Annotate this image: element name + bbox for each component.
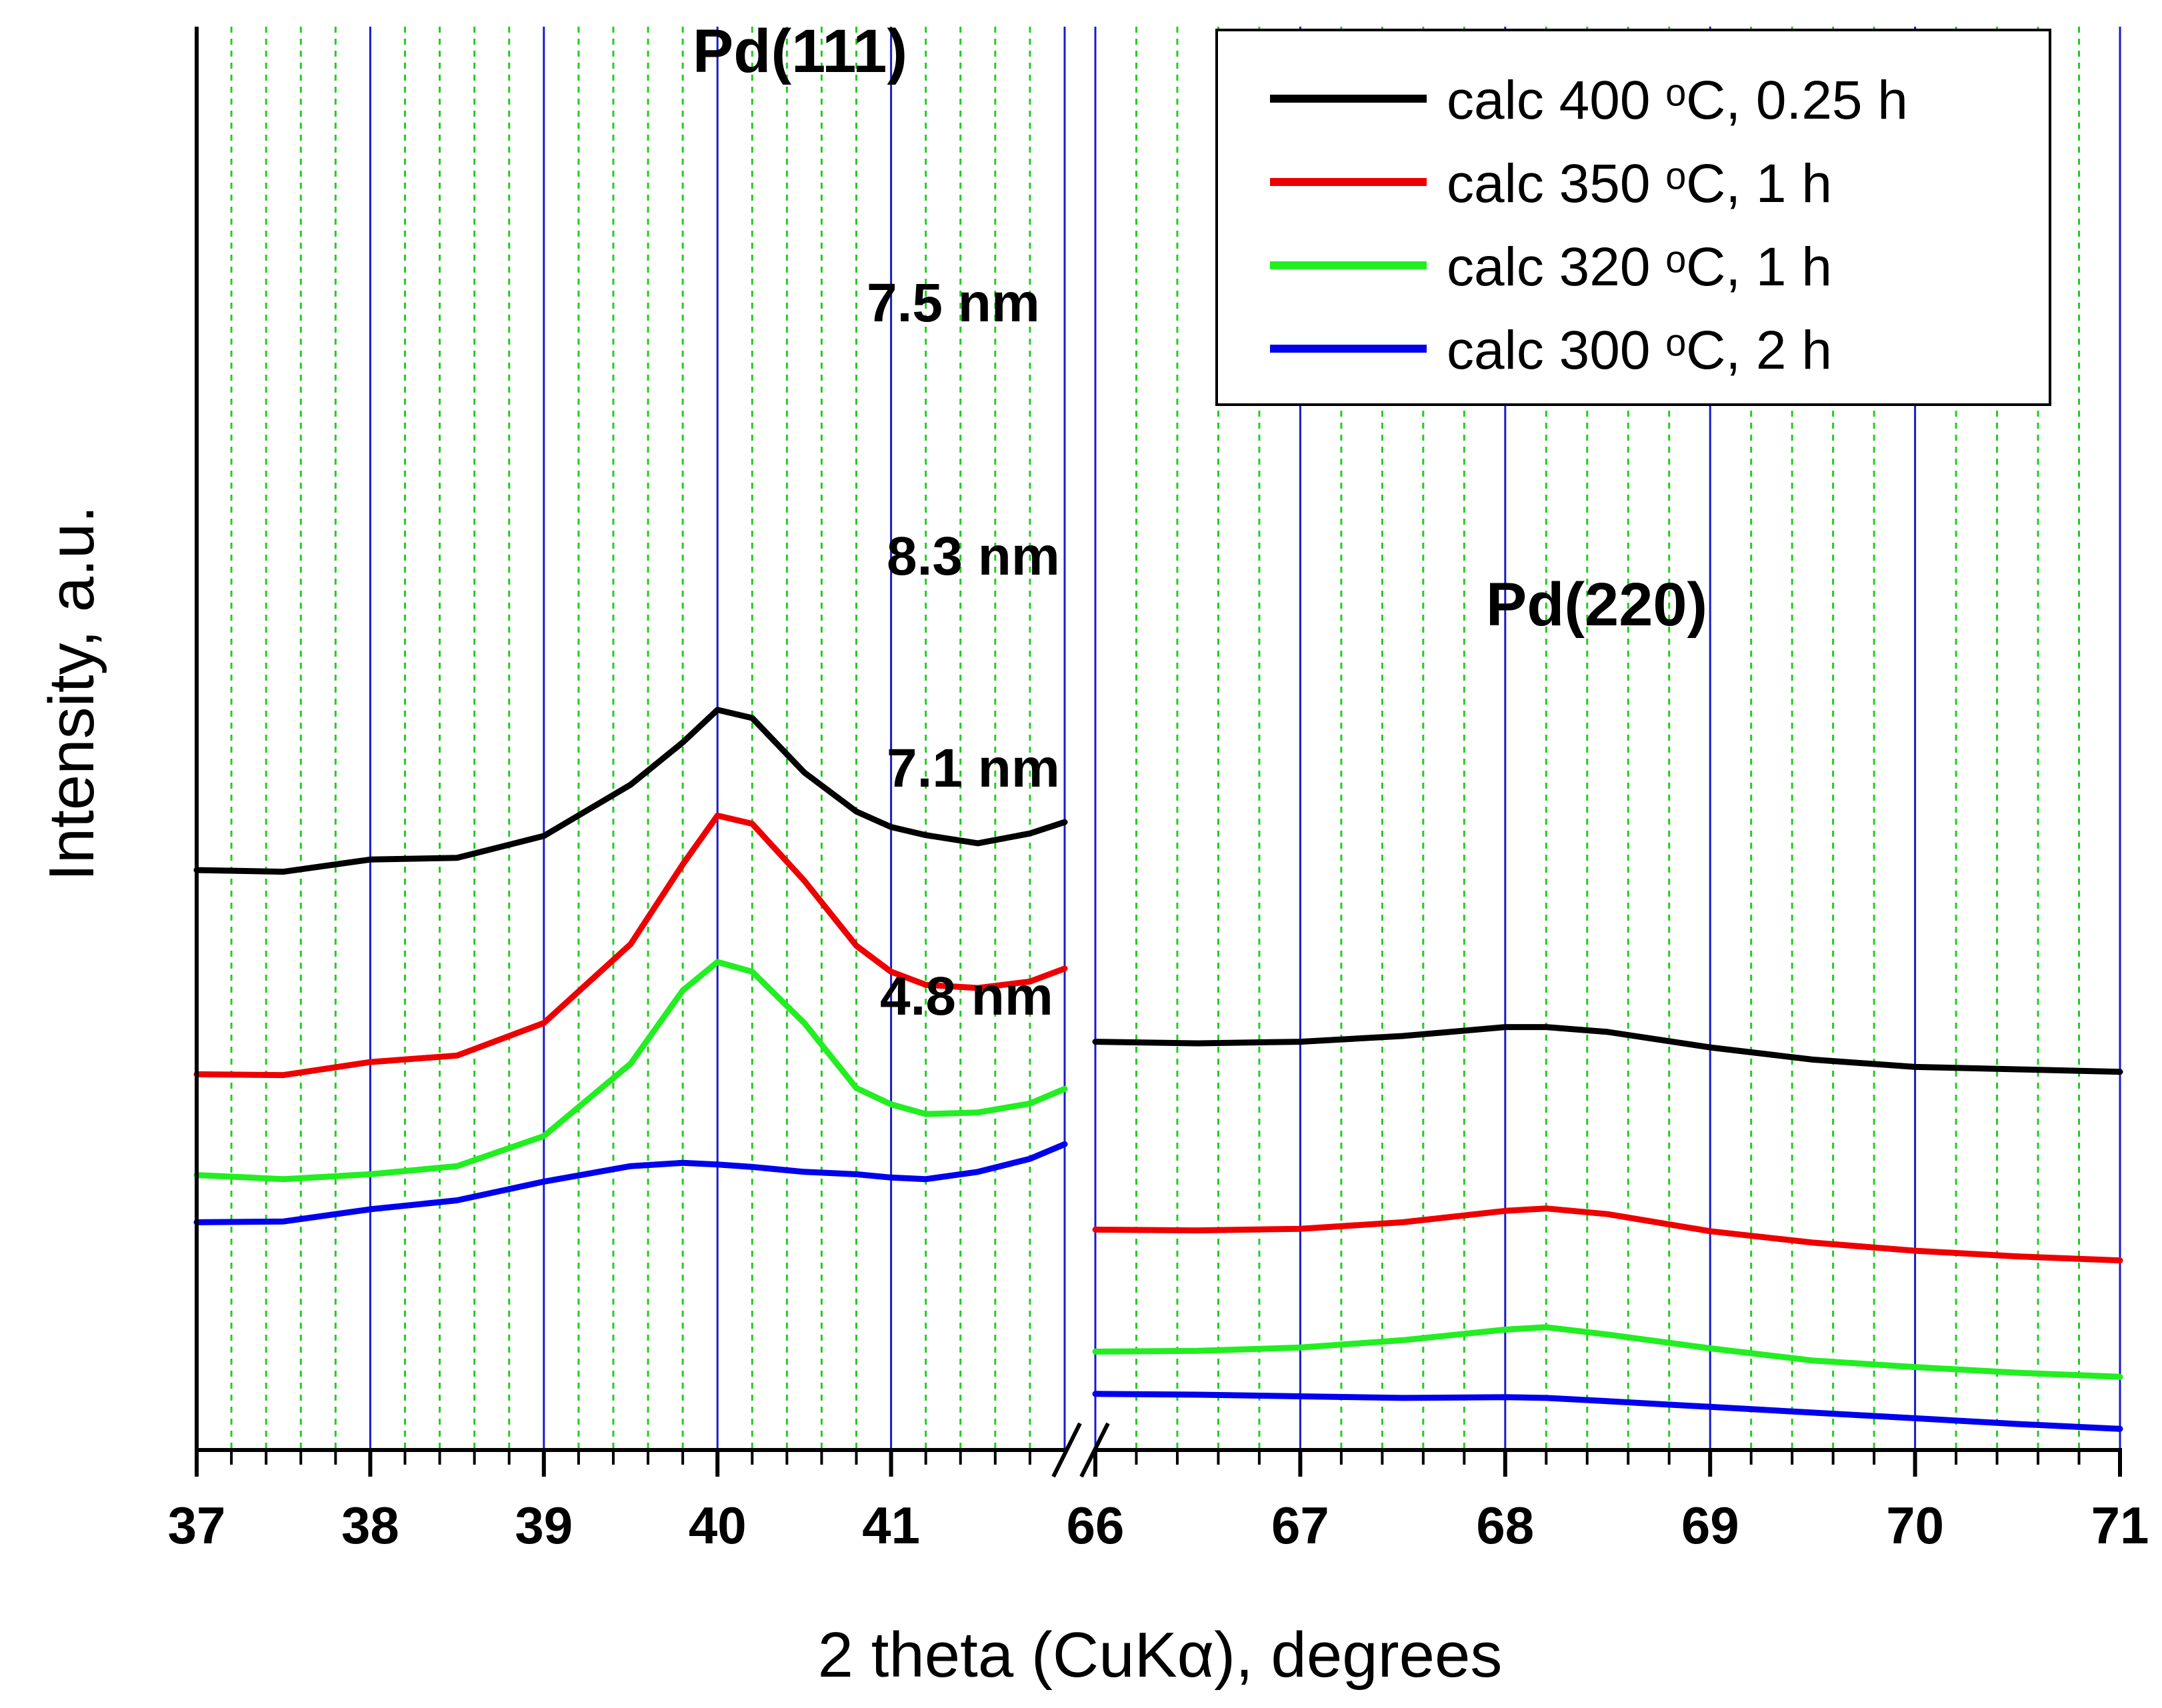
x-tick-label: 68 [1476,1496,1534,1555]
size-label-300c: 4.8 nm [880,966,1053,1027]
size-label-400c: 7.5 nm [867,273,1040,333]
legend: calc 400 ᵒC, 0.25 h calc 350 ᵒC, 1 h cal… [1215,29,2051,406]
series-group [193,707,2123,1432]
x-tick-label: 37 [168,1496,226,1555]
x-tick-label: 39 [515,1496,573,1555]
legend-label-350c: calc 350 ᵒC, 1 h [1447,153,1832,214]
series-line-2-pd220 [1092,1205,2123,1264]
series-line-4-pd111 [193,1141,1068,1225]
size-label-350c: 8.3 nm [887,526,1060,587]
x-tick-label: 70 [1886,1496,1944,1555]
series-line-1-pd111 [193,707,1068,875]
axes: 37 38 39 40 41 66 67 68 69 70 71 [168,27,2149,1555]
x-tick-label: 69 [1681,1496,1739,1555]
legend-label-400c: calc 400 ᵒC, 0.25 h [1447,70,1908,131]
series-line-3-pd111 [193,959,1068,1183]
peak-label-pd111: Pd(111) [693,17,907,85]
series-line-2-pd111 [193,812,1068,1079]
series-line-1-pd220 [1092,1024,2123,1075]
x-tick-label: 71 [2091,1496,2149,1555]
series-line-4-pd220 [1092,1391,2123,1432]
x-tick-label: 38 [341,1496,399,1555]
legend-label-300c: calc 300 ᵒC, 2 h [1447,320,1832,381]
y-axis-title: Intensity, a.u. [36,505,107,881]
axis-break-mark [1051,1422,1082,1478]
x-axis-title: 2 theta (CuKα), degrees [818,1619,1503,1691]
x-tick-label: 67 [1271,1496,1329,1555]
legend-label-320c: calc 320 ᵒC, 1 h [1447,237,1832,297]
x-tick-label: 41 [862,1496,920,1555]
legend-box [1215,29,2051,406]
x-tick-label: 66 [1067,1496,1125,1555]
series-line-3-pd220 [1092,1324,2123,1380]
size-label-320c: 7.1 nm [887,738,1060,799]
x-tick-label: 40 [689,1496,747,1555]
peak-label-pd220: Pd(220) [1486,571,1707,639]
